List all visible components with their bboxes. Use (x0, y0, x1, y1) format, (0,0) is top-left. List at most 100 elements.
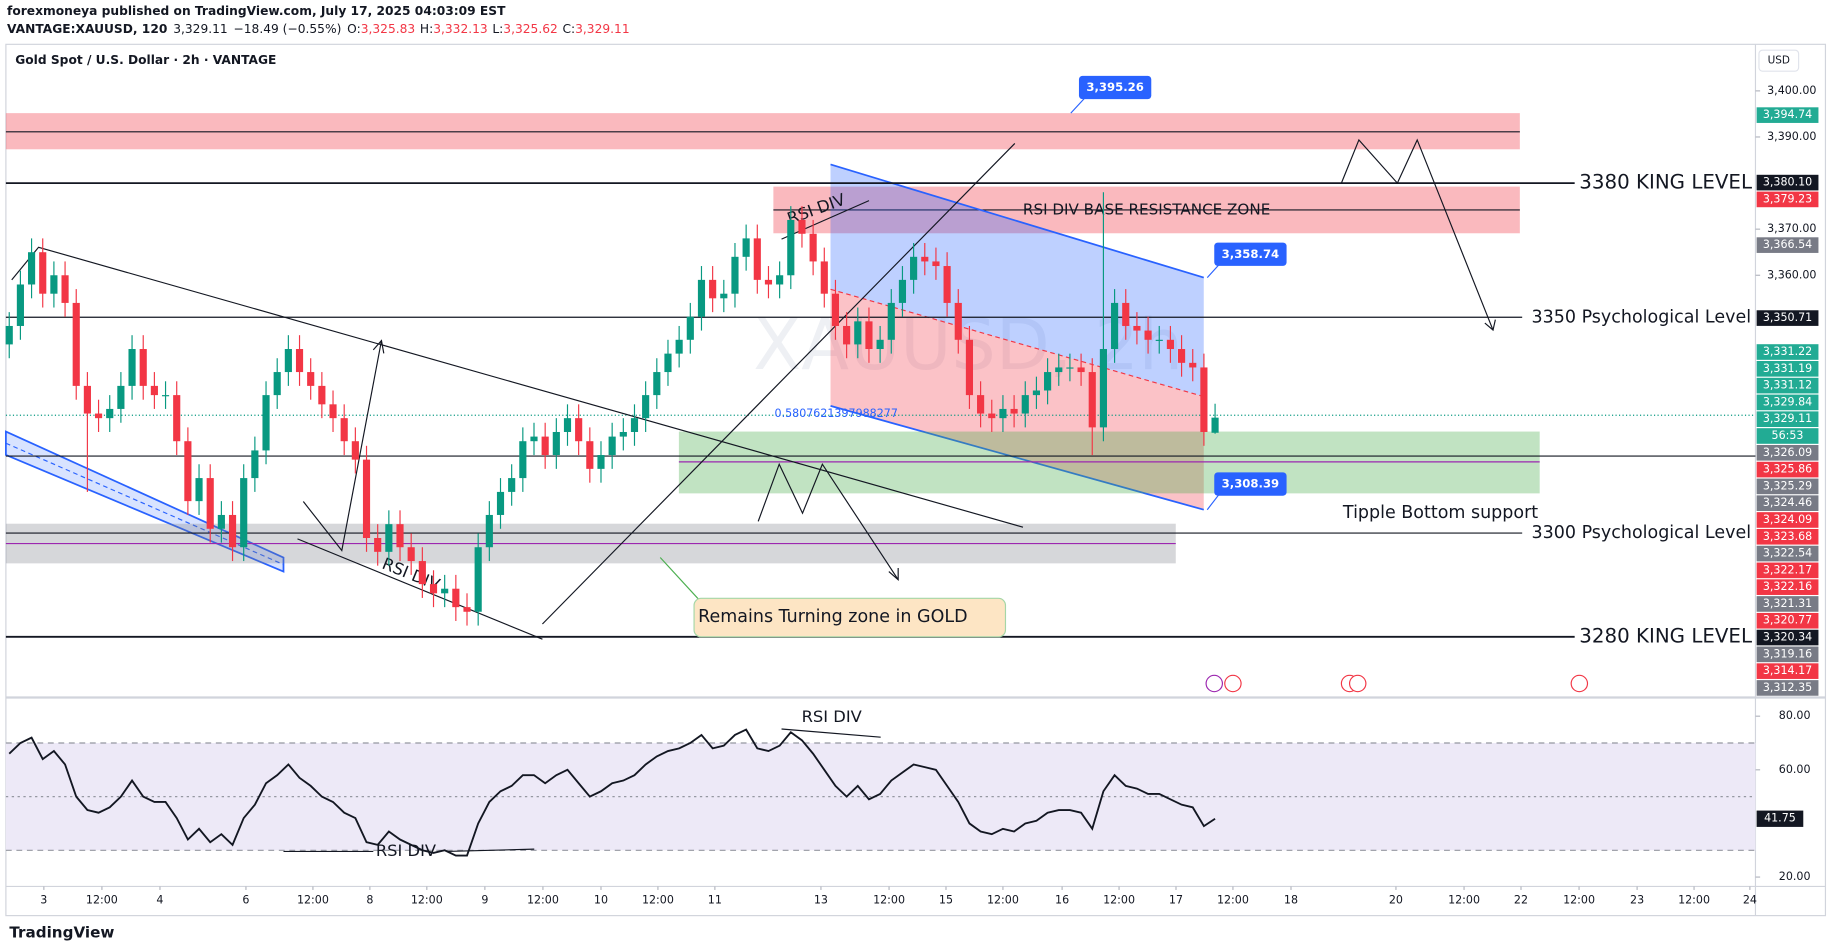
candle-body (39, 252, 47, 294)
candle-body (608, 436, 616, 456)
candle-body (206, 478, 214, 529)
x-tick-label: 15 (939, 893, 953, 906)
candle-body (351, 441, 359, 460)
candle-body (686, 316, 694, 340)
price-label-box (1756, 545, 1819, 562)
arrow-head (372, 339, 385, 354)
countdown: 56:53 (1772, 429, 1804, 442)
l-label: L: (492, 22, 503, 36)
candle-body (1111, 302, 1119, 350)
rsi-line (8, 728, 1216, 857)
price-label-box (1756, 411, 1819, 428)
candle-body (541, 436, 549, 456)
rsi-div-line (781, 728, 881, 738)
candle-body (1166, 339, 1174, 350)
candle-body (630, 418, 639, 432)
countdown-box (1756, 428, 1819, 444)
candle-body (27, 252, 36, 285)
price-label-box (1756, 680, 1819, 696)
candle-body (16, 284, 24, 326)
channel-lower (830, 289, 1204, 510)
channel-upper (830, 164, 1204, 397)
candle-body (1200, 367, 1208, 432)
candle-body (329, 404, 337, 419)
candles (5, 192, 1219, 626)
price-label-box (1756, 562, 1819, 579)
price-label: 3,322.17 (1763, 563, 1812, 576)
turning-zone-text: Remains Turning zone in GOLD (698, 607, 967, 627)
candle-body (385, 524, 393, 552)
price-label-box (1756, 107, 1819, 123)
turning-pointer (659, 557, 701, 602)
price-label: 3,325.29 (1763, 479, 1812, 492)
callout-box (1214, 472, 1287, 496)
event-icon[interactable] (1348, 674, 1367, 693)
candle-body (921, 256, 929, 262)
candle-body (854, 321, 862, 345)
candle-body (262, 395, 270, 451)
price-label-box (1756, 663, 1819, 679)
candle-body (173, 395, 181, 442)
rsi-div-top-text: RSI DIV (802, 707, 863, 726)
currency-box[interactable] (1758, 49, 1800, 72)
h-label: H: (420, 22, 433, 36)
candle-body (597, 455, 605, 469)
y-tick-label: 3,360.00 (1767, 268, 1816, 281)
x-tick-label: 24 (1743, 893, 1757, 906)
x-tick-label: 9 (481, 893, 488, 906)
candle-body (1133, 325, 1141, 331)
price-label-box (1756, 528, 1819, 545)
candle-body (150, 385, 158, 396)
channel-bottom (830, 405, 1204, 511)
candle-body (463, 607, 471, 612)
candle-body (161, 395, 170, 397)
psych-low-text: 3300 Psychological Level (1532, 523, 1752, 543)
turning-box (693, 597, 1007, 638)
candle-body (407, 547, 415, 562)
price-label: 3,320.77 (1763, 614, 1812, 627)
candle-body (764, 279, 773, 285)
callout-mid: 3,358.74 (1222, 247, 1280, 261)
price-label: 3,325.86 (1763, 463, 1812, 476)
candle-body (429, 584, 438, 594)
last-price: 3,329.11 (173, 22, 227, 36)
price-label: 3,379.23 (1763, 192, 1812, 205)
currency: USD (1768, 55, 1790, 67)
y-tick-label: 3,370.00 (1767, 222, 1816, 235)
arrow-head (1484, 319, 1496, 332)
rsi-tick-label: 80.00 (1779, 709, 1811, 722)
x-tick-label: 18 (1284, 893, 1298, 906)
price-label: 3,350.71 (1763, 311, 1812, 324)
symbol: VANTAGE:XAUUSD, 120 (7, 22, 167, 36)
candle-body (83, 385, 91, 414)
price-label-box (1756, 394, 1819, 411)
candle-body (1021, 395, 1029, 414)
candle-body (965, 339, 974, 396)
candle-body (809, 233, 817, 262)
candle-body (943, 266, 951, 303)
candle-body (653, 372, 661, 396)
event-icon[interactable] (1570, 674, 1589, 693)
event-icon[interactable] (1205, 674, 1224, 693)
x-tick-label: 22 (1514, 893, 1528, 906)
candle-body (1189, 362, 1197, 368)
candle-body (720, 293, 728, 299)
candle-body (295, 349, 304, 373)
candle-body (575, 418, 583, 442)
price-label: 3,394.74 (1763, 108, 1812, 121)
price-label-box (1756, 478, 1819, 495)
candle-body (1144, 330, 1152, 340)
price-label: 3,323.68 (1763, 530, 1812, 543)
event-icon[interactable] (1224, 674, 1242, 693)
price-label: 3,314.17 (1763, 664, 1812, 677)
price-label-box (1756, 377, 1819, 394)
price-label-box (1756, 191, 1819, 208)
candle-body (1178, 349, 1186, 363)
candle-body (1066, 367, 1074, 369)
candle-body (642, 395, 650, 419)
rsi-current-label: 41.75 (1764, 812, 1796, 825)
zigzag-mid (757, 462, 899, 581)
candle-body (1211, 417, 1219, 433)
x-tick-label: 12:00 (86, 893, 118, 906)
price-label-box (1756, 310, 1819, 326)
